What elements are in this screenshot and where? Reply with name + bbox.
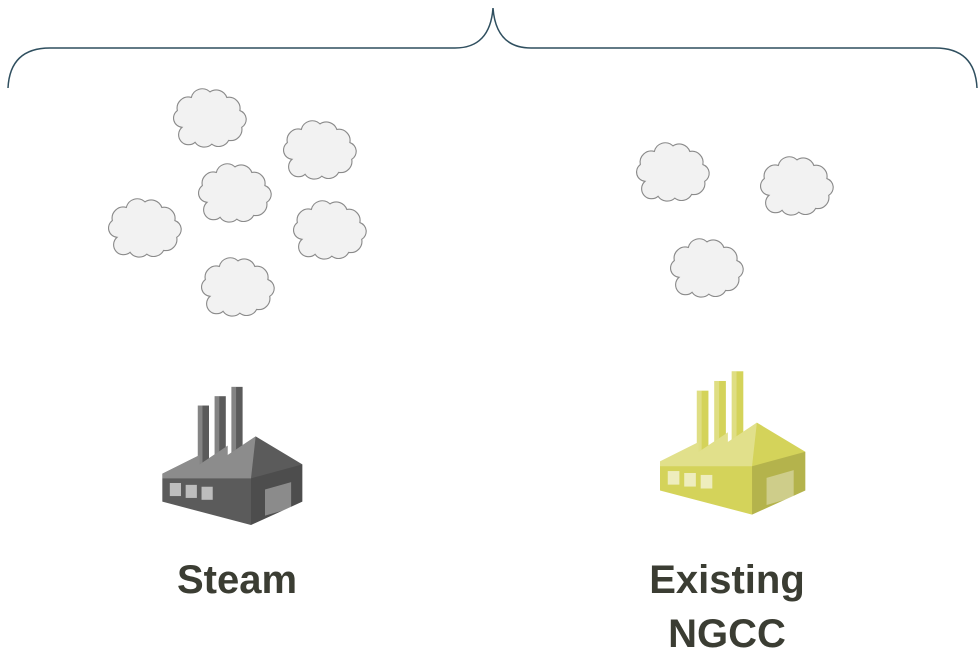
ngcc-plant-icon <box>660 371 805 514</box>
steam-plant-icon <box>162 387 302 525</box>
steam-emissions <box>109 89 367 316</box>
page: Steam Existing NGCC (() => { const data … <box>0 0 979 656</box>
plant-label: Existing NGCC <box>617 553 837 661</box>
ngcc-emissions <box>637 143 834 297</box>
brace <box>8 8 977 88</box>
plant-label: Steam <box>117 553 357 607</box>
